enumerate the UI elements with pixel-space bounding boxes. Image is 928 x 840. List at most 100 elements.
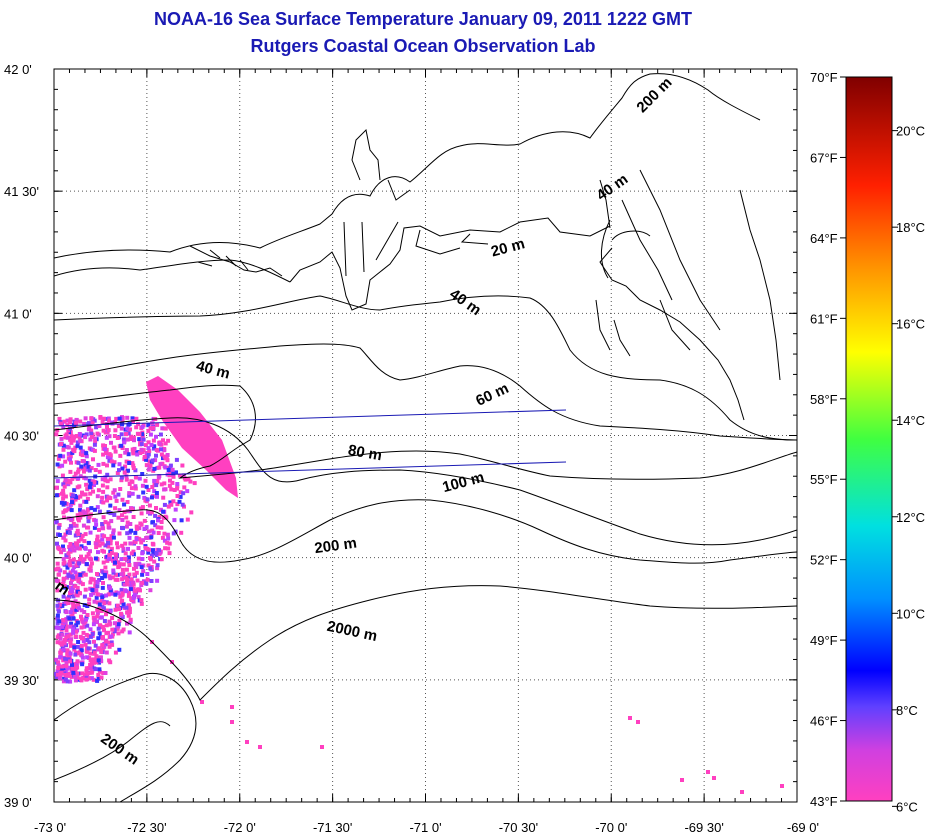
sst-pixel (133, 561, 138, 566)
sst-pixel (121, 437, 126, 442)
sst-pixel (66, 482, 71, 487)
sst-pixel (139, 565, 144, 570)
sst-pixel (55, 462, 60, 467)
sst-pixel (96, 488, 101, 493)
sst-pixel (67, 545, 72, 549)
sst-pixel (91, 457, 95, 462)
sst-pixel (111, 490, 116, 495)
sst-pixel (78, 494, 83, 499)
sst-pixel (177, 499, 182, 504)
lat-tick-label: 40 0' (4, 551, 32, 566)
sst-pixel (79, 554, 83, 559)
sst-pixel (55, 672, 60, 677)
colorbar-c-label: 18°C (896, 220, 925, 235)
sst-pixel (100, 595, 105, 600)
sst-pixel (127, 461, 132, 465)
sst-pixel (230, 705, 234, 709)
sst-pixel (74, 563, 79, 568)
sst-pixel (71, 521, 76, 526)
sst-pixel (97, 509, 102, 514)
colorbar-c-label: 12°C (896, 510, 925, 525)
sst-pixel (108, 511, 113, 516)
sst-pixel (85, 613, 90, 617)
sst-pixel (147, 459, 152, 464)
sst-pixel (116, 424, 121, 429)
sst-pixel (88, 530, 93, 535)
sst-pixel (125, 415, 130, 420)
sst-pixel (75, 620, 80, 625)
sst-pixel (92, 448, 97, 453)
sst-pixel (102, 619, 107, 623)
sst-pixel (149, 535, 154, 540)
sst-pixel (144, 581, 149, 586)
sst-pixel (78, 558, 83, 563)
sst-pixel (83, 435, 88, 440)
sst-pixel (113, 560, 117, 565)
sst-pixel (107, 586, 112, 591)
sst-pixel (148, 566, 153, 571)
sst-pixel (59, 671, 64, 676)
sst-pixel (150, 495, 154, 500)
map-title: NOAA-16 Sea Surface Temperature January … (154, 9, 692, 29)
sst-pixel (124, 474, 129, 479)
sst-pixel (131, 466, 136, 470)
sst-pixel (166, 504, 171, 509)
sst-pixel (109, 534, 114, 539)
sst-pixel (69, 637, 74, 642)
sst-pixel (97, 543, 102, 548)
sst-pixel (120, 577, 125, 582)
sst-pixel (85, 655, 90, 660)
sst-pixel (67, 616, 72, 621)
sst-pixel (87, 567, 92, 572)
sst-pixel (126, 546, 130, 551)
sst-pixel (134, 526, 139, 531)
sst-pixel (85, 496, 90, 501)
sst-pixel (60, 622, 65, 627)
sst-pixel (76, 532, 81, 537)
sst-pixel (95, 610, 100, 615)
sst-pixel (74, 665, 78, 670)
sst-pixel (139, 540, 144, 545)
sst-pixel (110, 591, 115, 596)
sst-pixel (79, 608, 84, 613)
sst-pixel (128, 437, 133, 441)
sst-pixel (130, 491, 135, 496)
sst-pixel (83, 476, 88, 481)
colorbar-f-label: 61°F (810, 311, 838, 326)
sst-pixel (151, 551, 156, 556)
sst-pixel (127, 606, 132, 611)
sst-pixel (73, 599, 78, 604)
sst-pixel (55, 428, 60, 433)
sst-pixel (56, 609, 61, 614)
sst-pixel (128, 619, 133, 624)
sst-pixel (174, 470, 178, 475)
sst-pixel (133, 484, 138, 489)
sst-pixel (102, 572, 107, 577)
sst-pixel (125, 500, 130, 504)
sst-pixel (102, 601, 107, 606)
sst-pixel (101, 570, 106, 575)
sst-pixel (108, 588, 113, 593)
sst-pixel (185, 489, 190, 494)
sst-pixel (138, 506, 143, 511)
sst-pixel (105, 536, 110, 541)
sst-pixel (139, 601, 144, 606)
sst-pixel (71, 438, 76, 443)
sst-pixel (64, 663, 69, 668)
sst-pixel (67, 530, 72, 535)
sst-pixel (78, 474, 83, 479)
colorbar-c-label: 16°C (896, 317, 925, 332)
sst-pixel (94, 660, 99, 665)
sst-pixel (114, 498, 119, 503)
sst-pixel (83, 492, 88, 497)
sst-pixel (56, 626, 61, 631)
sst-pixel (66, 601, 71, 605)
sst-pixel (58, 655, 63, 660)
sst-pixel (75, 528, 80, 533)
sst-pixel (131, 463, 136, 468)
sst-pixel (104, 451, 108, 455)
sst-pixel (103, 642, 108, 647)
sst-pixel (168, 500, 173, 505)
sst-pixel (96, 676, 101, 681)
lat-tick-label: 40 30' (4, 429, 39, 444)
